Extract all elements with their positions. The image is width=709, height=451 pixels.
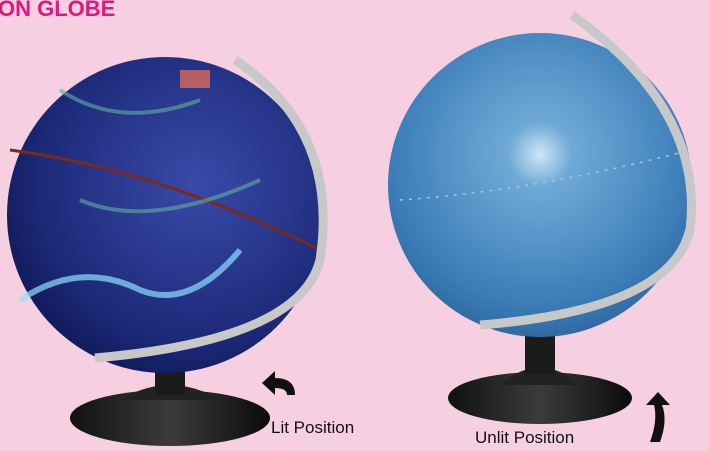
- left-arrow-icon: [262, 371, 295, 395]
- unlit-globe: [388, 11, 696, 424]
- caption: Lit Position: [271, 418, 354, 437]
- page-title: ON GLOBE: [0, 0, 115, 21]
- up-arrow-icon: [646, 392, 670, 442]
- lit-globe: [7, 56, 328, 446]
- caption: Unlit Position: [475, 428, 574, 447]
